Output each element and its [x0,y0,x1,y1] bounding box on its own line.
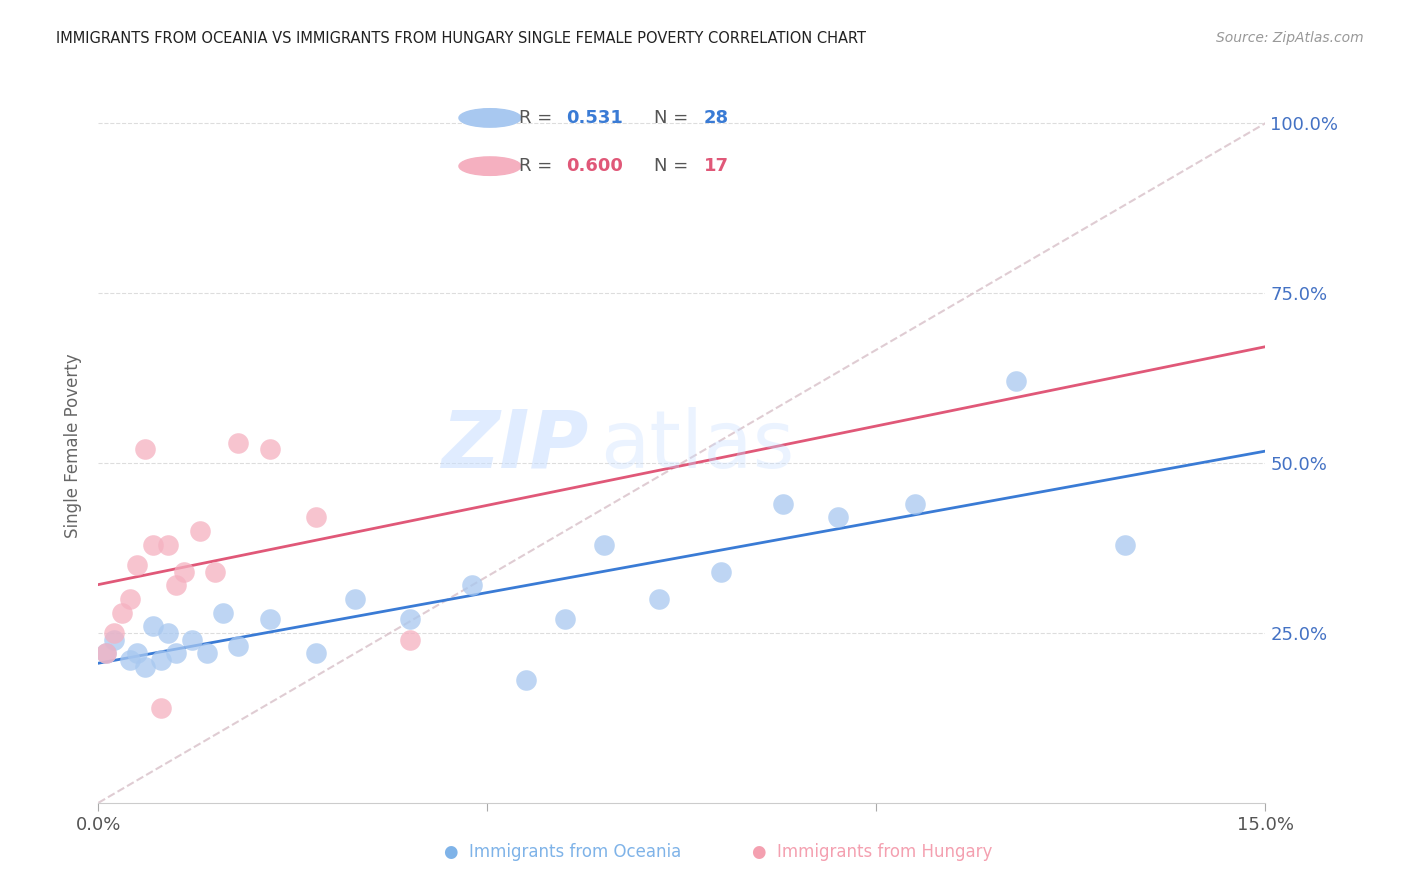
Text: Source: ZipAtlas.com: Source: ZipAtlas.com [1216,31,1364,45]
Point [96,646,118,660]
Point [134,660,156,674]
Point [398,632,420,647]
Point [398,612,420,626]
Point [647,591,669,606]
Point [149,653,172,667]
Point [180,632,202,647]
Text: ●  Immigrants from Hungary: ● Immigrants from Hungary [752,843,991,861]
Circle shape [458,109,522,128]
Point [593,537,616,551]
Point [157,626,180,640]
Point [142,619,165,633]
Point [904,497,927,511]
Point [827,510,849,524]
Point [142,537,165,551]
Text: N =: N = [654,109,693,127]
Text: ZIP: ZIP [441,407,589,485]
Text: ●  Immigrants from Oceania: ● Immigrants from Oceania [444,843,681,861]
Text: 17: 17 [703,157,728,175]
Point [96,646,118,660]
Point [228,435,250,450]
Point [710,565,733,579]
Point [127,646,149,660]
Circle shape [458,157,522,176]
Point [554,612,576,626]
Point [228,640,250,654]
Point [461,578,484,592]
Point [157,537,180,551]
Point [344,591,367,606]
Point [305,646,328,660]
Text: 0.600: 0.600 [565,157,623,175]
Point [204,565,226,579]
Y-axis label: Single Female Poverty: Single Female Poverty [63,354,82,538]
Point [165,646,187,660]
Point [1005,375,1028,389]
Point [305,510,328,524]
Text: IMMIGRANTS FROM OCEANIA VS IMMIGRANTS FROM HUNGARY SINGLE FEMALE POVERTY CORRELA: IMMIGRANTS FROM OCEANIA VS IMMIGRANTS FR… [56,31,866,46]
Point [134,442,156,457]
Text: atlas: atlas [600,407,794,485]
Point [195,646,218,660]
Point [188,524,211,538]
Point [111,606,134,620]
Point [772,497,794,511]
Point [118,653,141,667]
Point [118,591,141,606]
Point [1114,537,1136,551]
Text: 28: 28 [703,109,728,127]
Text: R =: R = [519,109,558,127]
Point [127,558,149,572]
Point [103,626,125,640]
Point [515,673,537,688]
Point [259,612,281,626]
Point [149,700,172,714]
Text: R =: R = [519,157,558,175]
Text: N =: N = [654,157,693,175]
Point [103,632,125,647]
Point [259,442,281,457]
Point [173,565,195,579]
Text: 0.531: 0.531 [565,109,623,127]
Point [165,578,187,592]
Point [212,606,235,620]
